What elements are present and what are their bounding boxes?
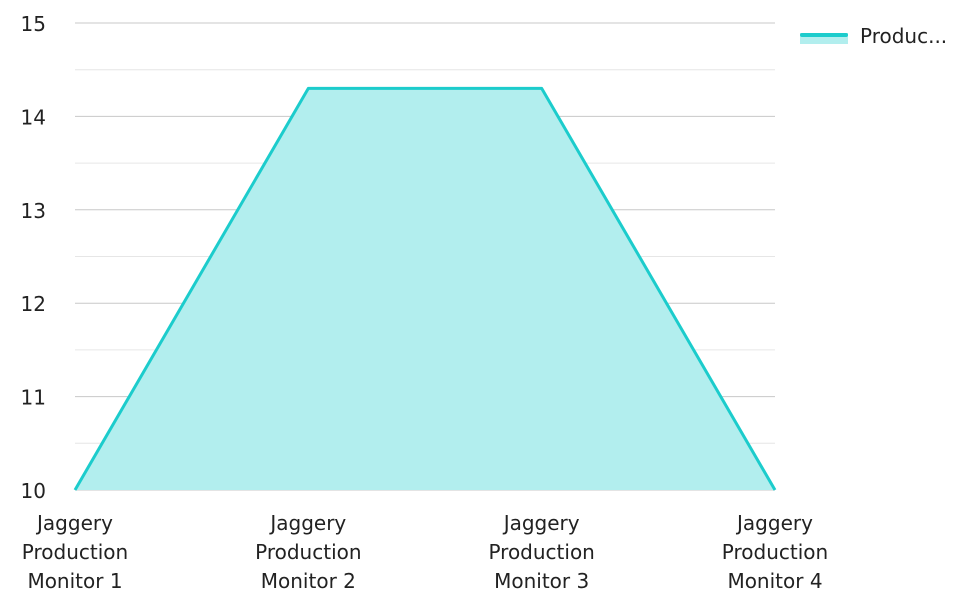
x-tick-label: Jaggery Production Monitor 2	[255, 511, 361, 593]
y-tick-label: 10	[21, 479, 46, 503]
legend-swatch	[800, 28, 848, 44]
series-area	[73, 86, 777, 491]
y-tick-label: 12	[21, 292, 46, 316]
series-line	[73, 86, 777, 491]
legend[interactable]: Produc...	[800, 24, 947, 48]
legend-label: Produc...	[860, 24, 948, 48]
y-tick-label: 13	[21, 199, 46, 223]
x-tick-label: Jaggery Production Monitor 1	[22, 511, 128, 593]
y-axis-ticks: 10 11 12 13 14 15	[21, 12, 46, 503]
x-tick-label: Jaggery Production Monitor 3	[488, 511, 594, 593]
series-area-fill	[75, 88, 775, 490]
y-tick-label: 14	[21, 105, 46, 129]
x-tick-label: Jaggery Production Monitor 4	[722, 511, 828, 593]
x-axis-ticks: Jaggery Production Monitor 1 Jaggery Product…	[22, 511, 828, 593]
y-tick-label: 15	[21, 12, 46, 36]
y-tick-label: 11	[21, 386, 46, 410]
